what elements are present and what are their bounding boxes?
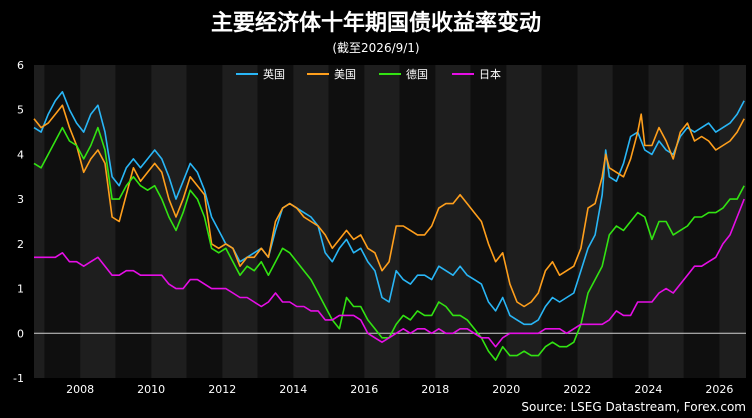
- year-band: [364, 65, 400, 378]
- year-band: [80, 65, 116, 378]
- x-tick-label: 2008: [66, 383, 94, 396]
- x-tick-label: 2016: [350, 383, 378, 396]
- year-band: [577, 65, 613, 378]
- year-band: [115, 65, 152, 378]
- legend-label: 日本: [479, 67, 501, 81]
- year-band: [719, 65, 746, 378]
- chart-title: 主要经济体十年期国债收益率变动: [211, 10, 541, 36]
- y-tick-label: -1: [13, 372, 24, 385]
- y-axis: -1 0 1 2 3 4 5 6: [13, 59, 24, 385]
- series-line: [34, 198, 745, 348]
- year-band: [506, 65, 542, 378]
- x-tick-label: 2022: [563, 383, 591, 396]
- chart-subtitle: (截至2026/9/1): [332, 41, 419, 55]
- x-tick-label: 2020: [492, 383, 520, 396]
- y-tick-label: 0: [17, 327, 24, 340]
- x-tick-label: 2014: [279, 383, 307, 396]
- year-band: [435, 65, 471, 378]
- x-tick-label: 2026: [705, 383, 733, 396]
- year-band: [470, 65, 507, 378]
- y-tick-label: 1: [17, 283, 24, 296]
- year-band: [541, 65, 578, 378]
- y-tick-label: 6: [17, 59, 24, 72]
- year-band: [151, 65, 187, 378]
- legend-label: 德国: [406, 67, 428, 81]
- legend: 英国 美国 德国 日本: [236, 67, 501, 81]
- series-line: [33, 104, 745, 308]
- x-tick-label: 2018: [421, 383, 449, 396]
- x-tick-label: 2010: [137, 383, 165, 396]
- year-band: [186, 65, 223, 378]
- series-layer: [33, 91, 745, 361]
- y-tick-label: 3: [17, 193, 24, 206]
- legend-label: 美国: [334, 68, 356, 81]
- year-band: [683, 65, 720, 378]
- year-band: [399, 65, 436, 378]
- source-note: Source: LSEG Datastream, Forex.com: [521, 400, 746, 414]
- series-line: [33, 91, 745, 326]
- y-tick-label: 2: [17, 238, 24, 251]
- x-tick-label: 2012: [208, 383, 236, 396]
- y-tick-label: 5: [17, 104, 24, 117]
- y-tick-label: 4: [17, 148, 24, 161]
- year-band: [34, 65, 45, 378]
- x-axis: 2008 2010 2012 2014 2016 2018 2020 2022 2024 2026: [66, 383, 733, 396]
- legend-label: 英国: [263, 67, 285, 81]
- year-bands: [34, 65, 746, 378]
- year-band: [328, 65, 365, 378]
- x-tick-label: 2024: [634, 383, 662, 396]
- year-band: [222, 65, 258, 378]
